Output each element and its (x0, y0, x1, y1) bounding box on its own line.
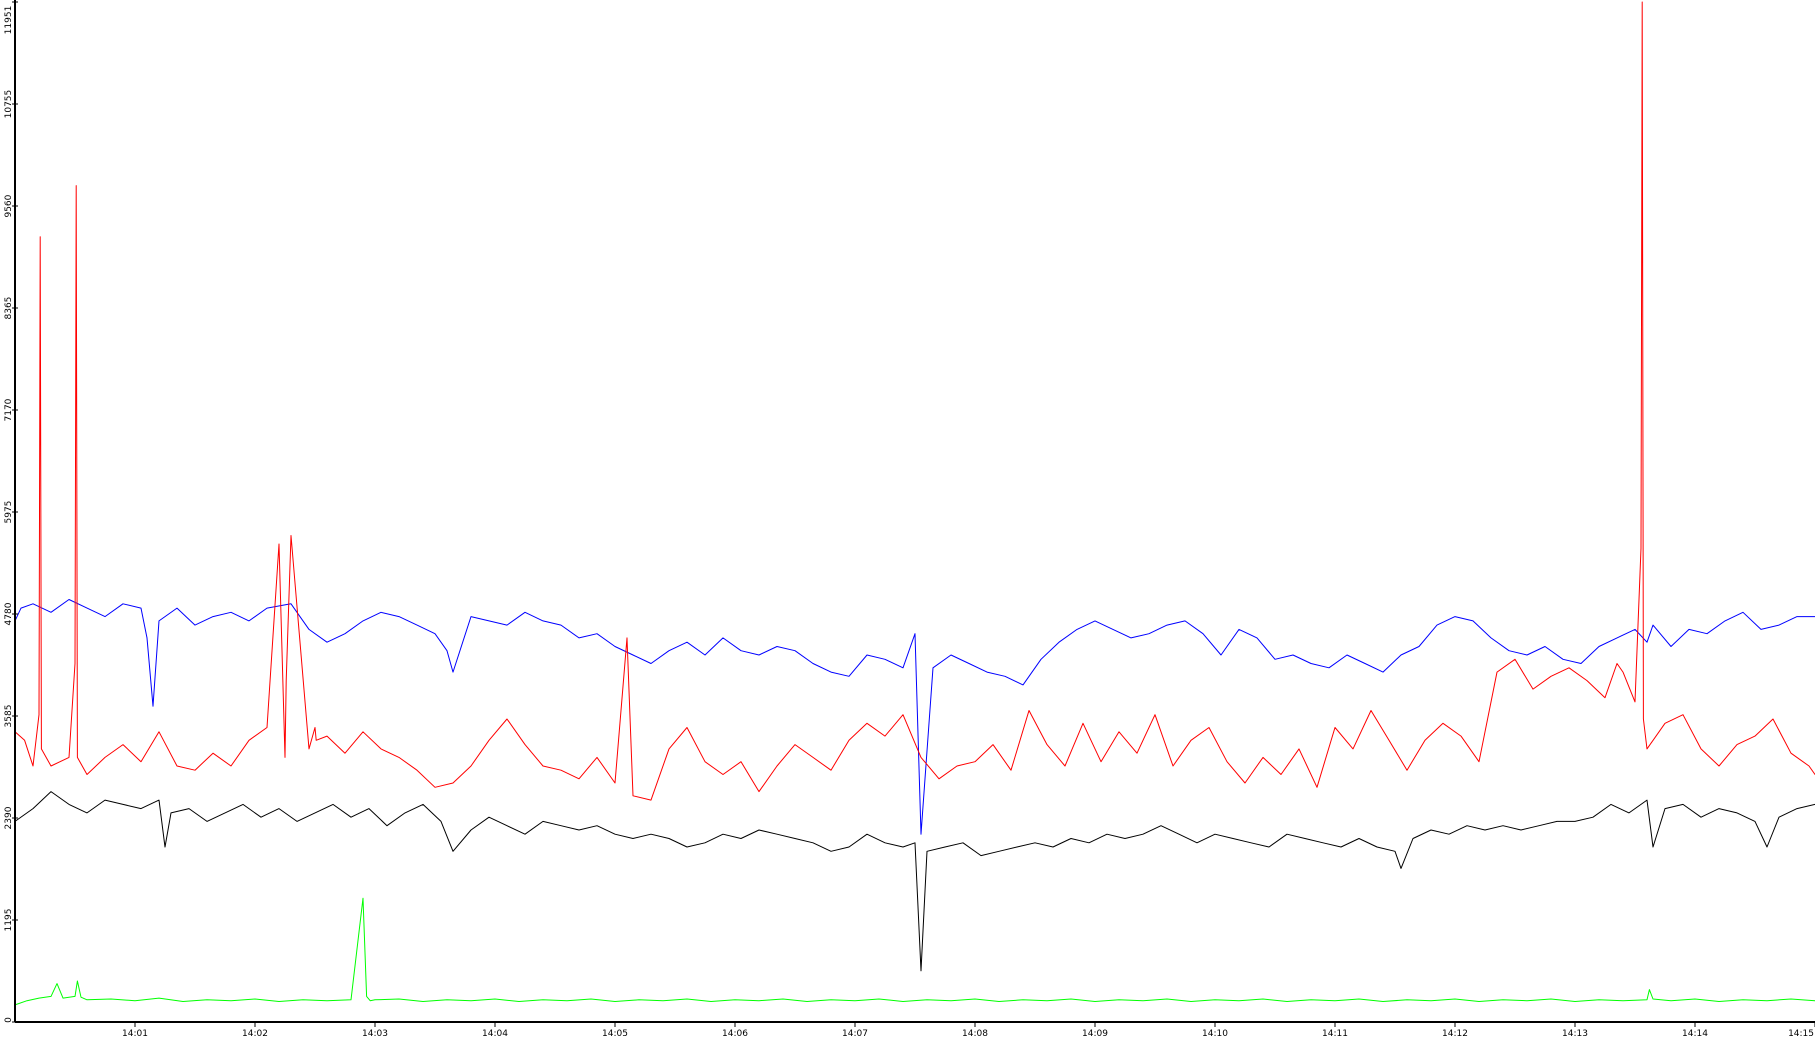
y-tick-label: 7170 (4, 398, 14, 421)
x-tick-label: 14:15 (1788, 1029, 1814, 1039)
axis-layer (14, 0, 1815, 1023)
y-tick-label: 4780 (4, 602, 14, 625)
x-tick-label: 14:05 (602, 1029, 628, 1039)
y-tick-label: 1195 (4, 909, 14, 932)
y-axis-ticks: 0 1195 2390 3585 4780 5975 7170 8365 9560 10755 11… (4, 1, 18, 1023)
y-tick-label: 5975 (4, 501, 14, 524)
x-tick-label: 14:12 (1442, 1029, 1468, 1039)
x-tick-label: 14:11 (1322, 1029, 1348, 1039)
x-tick-label: 14:02 (242, 1029, 268, 1039)
series-line-1 (14, 1, 1815, 801)
y-tick-label: 10755 (4, 90, 14, 119)
y-tick-label: 0 (4, 1017, 14, 1023)
x-tick-label: 14:06 (722, 1029, 748, 1039)
y-tick-label: 11951 (4, 6, 14, 35)
x-tick-label: 14:10 (1202, 1029, 1228, 1039)
y-tick-label: 3585 (4, 705, 14, 728)
series-layer (14, 1, 1815, 1006)
x-axis-ticks: 14:01 14:02 14:03 14:04 14:05 14:06 14:07 14:08… (122, 1022, 1815, 1039)
y-tick-label: 9560 (4, 194, 14, 217)
x-tick-label: 14:04 (482, 1029, 508, 1039)
y-tick-label: 8365 (4, 297, 14, 320)
series-line-2 (14, 791, 1815, 972)
y-tick-label: 2390 (4, 806, 14, 829)
series-line-0 (14, 599, 1815, 835)
x-tick-label: 14:03 (362, 1029, 388, 1039)
x-tick-label: 14:09 (1082, 1029, 1108, 1039)
x-tick-label: 14:08 (962, 1029, 988, 1039)
x-tick-label: 14:01 (122, 1029, 148, 1039)
x-tick-label: 14:13 (1562, 1029, 1588, 1039)
x-tick-label: 14:07 (842, 1029, 868, 1039)
x-tick-label: 14:14 (1682, 1029, 1708, 1039)
series-line-3 (14, 897, 1815, 1006)
